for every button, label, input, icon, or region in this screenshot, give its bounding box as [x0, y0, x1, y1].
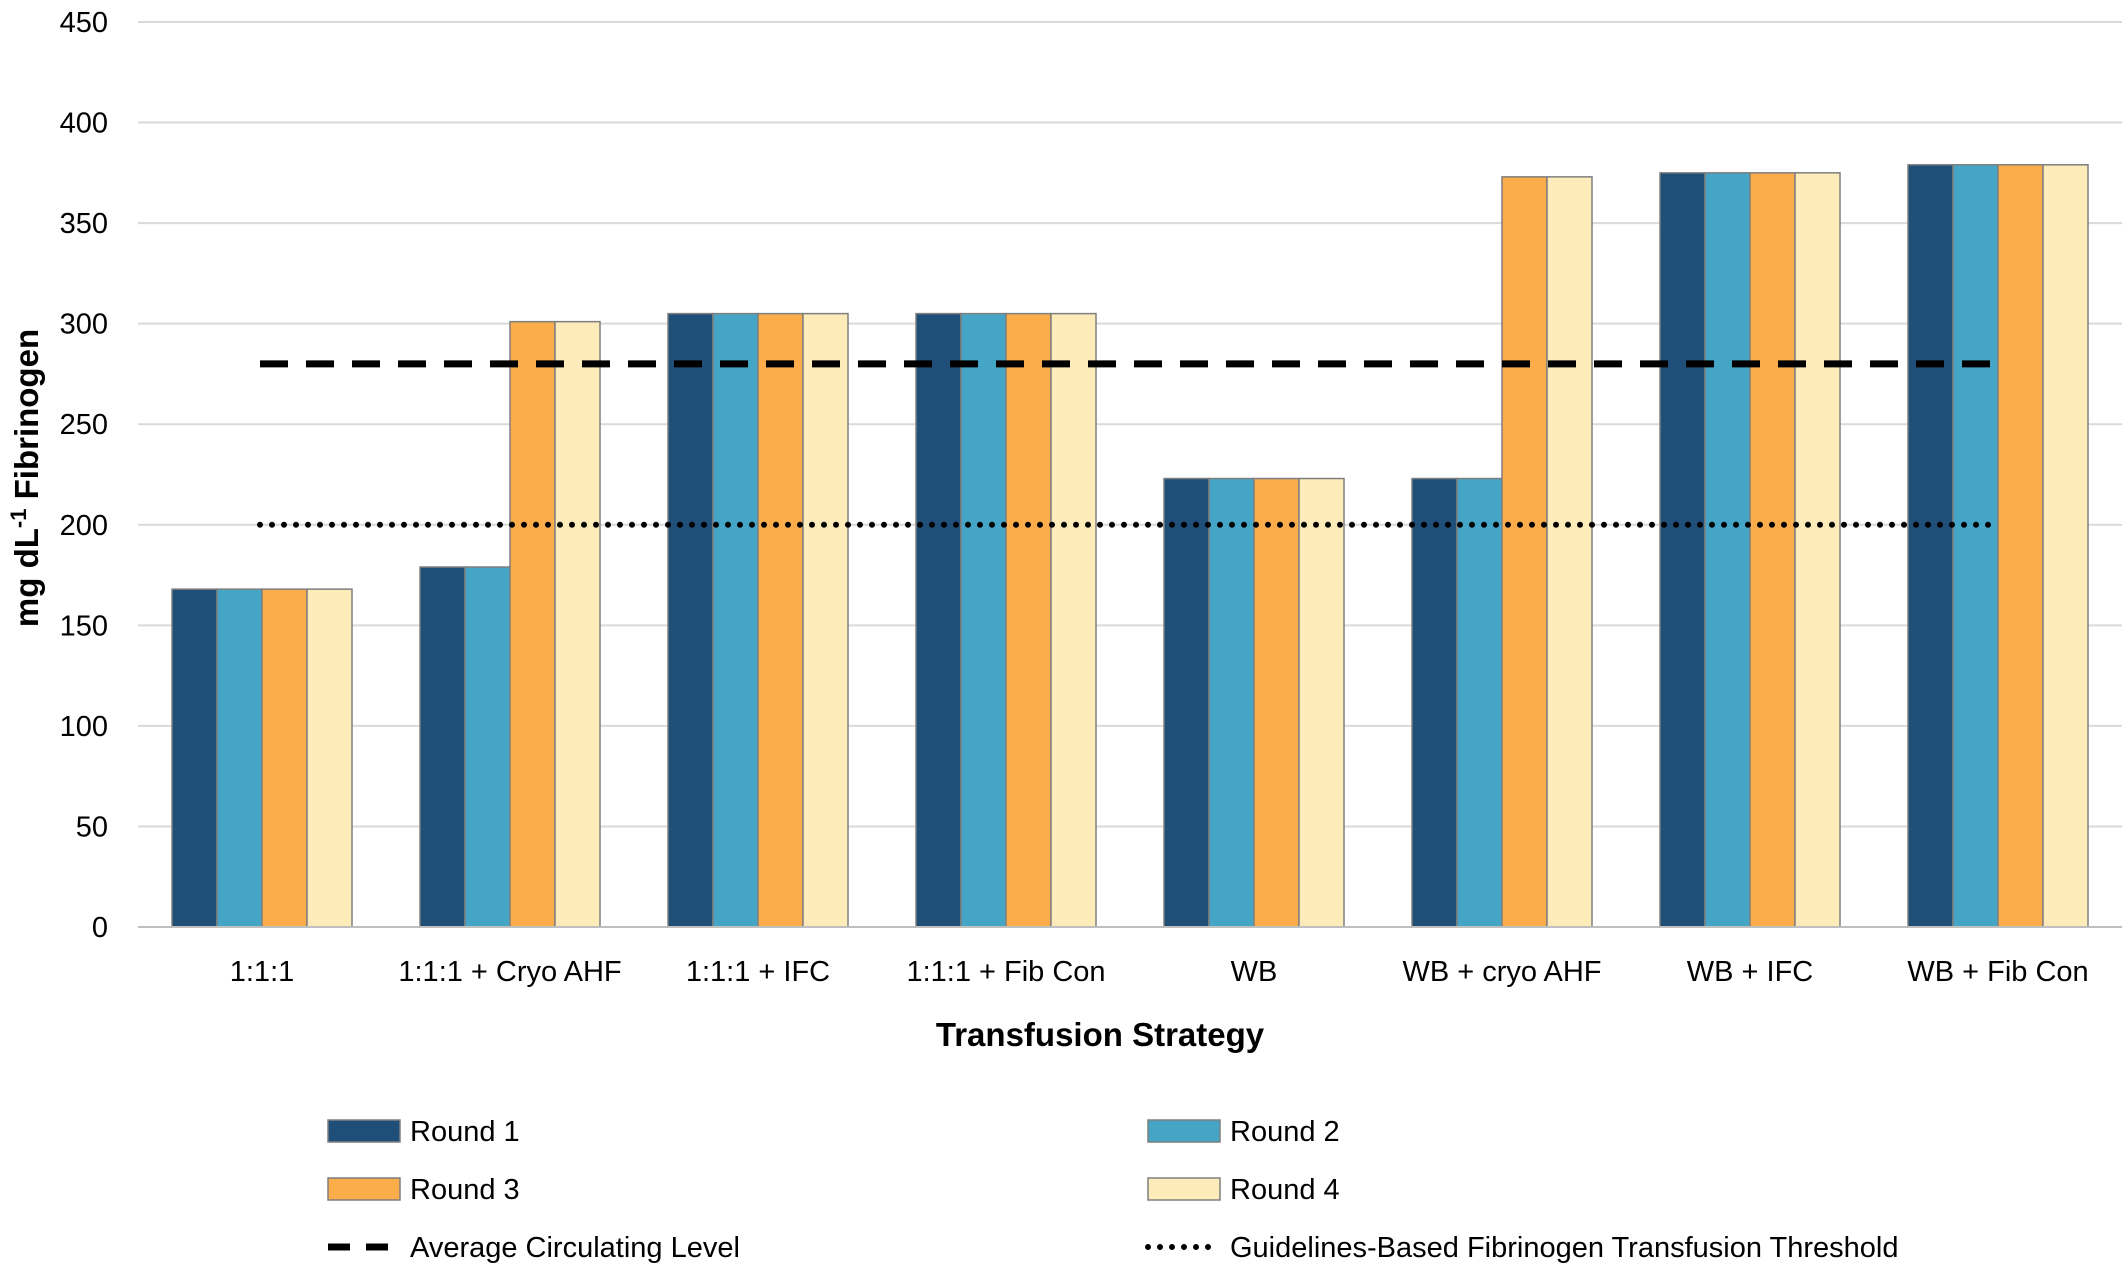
bar-round-3 — [1253, 477, 1300, 928]
bar-round-3 — [509, 320, 556, 928]
bar-round-4 — [1794, 172, 1841, 928]
x-tick-label: 1:1:1 + IFC — [686, 956, 830, 988]
y-tick-label: 50 — [76, 811, 108, 843]
bar-round-3 — [757, 312, 804, 928]
bar-round-4 — [1050, 312, 1097, 928]
bar-round-2 — [712, 312, 759, 928]
y-axis-title-superscript: -1 — [6, 509, 31, 529]
y-tick-label: 400 — [60, 108, 108, 140]
legend-label: Average Circulating Level — [410, 1232, 740, 1264]
bar-round-1 — [1907, 164, 1954, 928]
legend-label: Round 3 — [410, 1174, 520, 1206]
y-tick-label: 200 — [60, 510, 108, 542]
bar-round-3 — [1005, 312, 1052, 928]
x-tick-label: 1:1:1 + Cryo AHF — [398, 956, 621, 988]
legend-swatch — [1147, 1177, 1221, 1201]
legend-label: Guidelines-Based Fibrinogen Transfusion … — [1230, 1232, 1898, 1264]
bar-round-2 — [960, 312, 1007, 928]
y-tick-label: 100 — [60, 711, 108, 743]
bar-round-1 — [667, 312, 714, 928]
bar-round-1 — [1411, 477, 1458, 928]
bar-round-4 — [1546, 176, 1593, 928]
bar-round-2 — [1952, 164, 1999, 928]
bar-round-3 — [1501, 176, 1548, 928]
y-tick-label: 450 — [60, 7, 108, 39]
y-tick-label: 300 — [60, 309, 108, 341]
y-axis-title-main: mg dL — [8, 528, 45, 627]
bar-round-2 — [464, 566, 511, 928]
y-tick-label: 150 — [60, 610, 108, 642]
bar-round-1 — [1659, 172, 1706, 928]
legend-swatch — [327, 1119, 401, 1143]
x-tick-label: 1:1:1 — [230, 956, 295, 988]
bar-round-1 — [171, 588, 218, 928]
bars — [171, 164, 2089, 928]
legend-label: Round 4 — [1230, 1174, 1340, 1206]
bar-round-3 — [1749, 172, 1796, 928]
x-tick-label: 1:1:1 + Fib Con — [906, 956, 1105, 988]
y-tick-label: 0 — [92, 912, 108, 944]
bar-round-2 — [216, 588, 263, 928]
bar-round-4 — [1298, 477, 1345, 928]
bar-round-2 — [1208, 477, 1255, 928]
bar-round-1 — [915, 312, 962, 928]
y-tick-label: 350 — [60, 208, 108, 240]
y-axis-title: mg dL-1 Fibrinogen — [6, 329, 45, 627]
bar-round-1 — [419, 566, 466, 928]
x-tick-label: WB + Fib Con — [1907, 956, 2088, 988]
bar-round-2 — [1456, 477, 1503, 928]
bar-round-4 — [306, 588, 353, 928]
bar-round-4 — [554, 320, 601, 928]
x-tick-label: WB — [1231, 956, 1278, 988]
y-tick-label: 250 — [60, 409, 108, 441]
bar-round-2 — [1704, 172, 1751, 928]
x-axis-title: Transfusion Strategy — [936, 1016, 1265, 1053]
legend-swatch — [1147, 1119, 1221, 1143]
x-tick-label: WB + IFC — [1687, 956, 1813, 988]
bar-round-1 — [1163, 477, 1210, 928]
legend-swatch — [327, 1177, 401, 1201]
legend-label: Round 2 — [1230, 1116, 1340, 1148]
y-axis-ticks: 0 50 100 150 200 250 300 350 400 450 — [60, 7, 108, 944]
reference-lines — [257, 360, 2003, 528]
bar-round-3 — [1997, 164, 2044, 928]
y-axis-title-suffix: Fibrinogen — [8, 329, 45, 509]
legend: Round 1 Round 2 Round 3 Round 4 Average Circ… — [327, 1116, 1898, 1264]
legend-label: Round 1 — [410, 1116, 520, 1148]
bar-round-3 — [261, 588, 308, 928]
bar-round-4 — [802, 312, 849, 928]
category-labels: 1:1:1 1:1:1 + Cryo AHF 1:1:1 + IFC 1:1:1 + … — [230, 956, 2089, 988]
x-tick-label: WB + cryo AHF — [1402, 956, 1601, 988]
bar-round-4 — [2042, 164, 2089, 928]
